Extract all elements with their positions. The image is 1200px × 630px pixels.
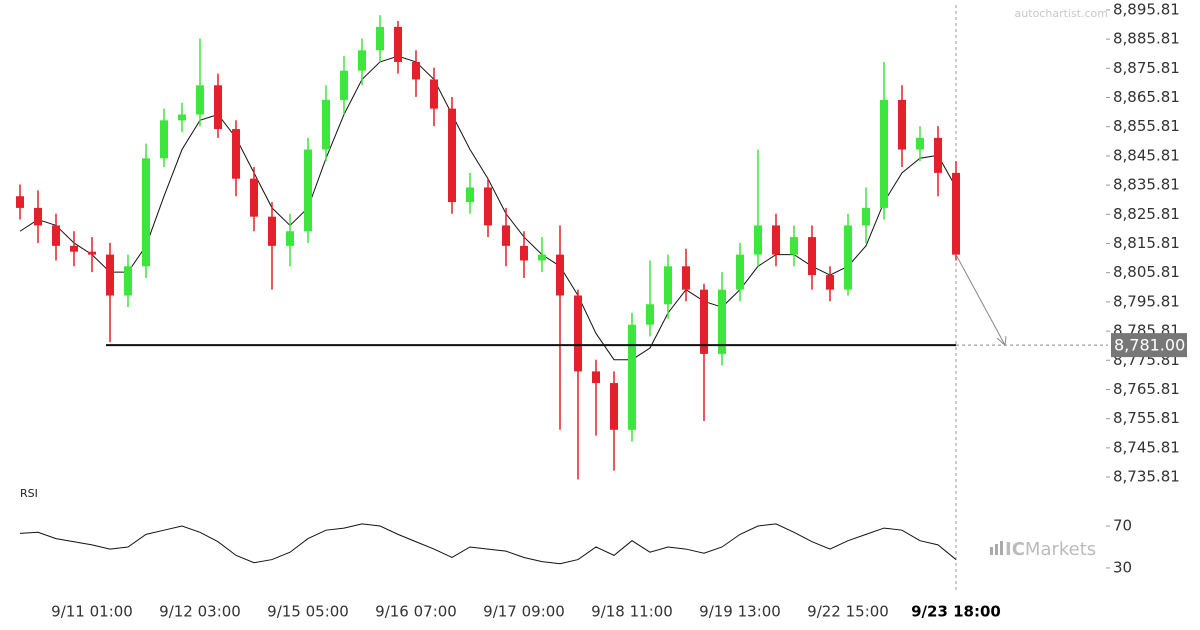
x-tick-label: 9/11 01:00 (51, 603, 133, 621)
x-tick-label: 9/17 09:00 (483, 603, 565, 621)
candle-body (106, 254, 114, 296)
candle-body (772, 225, 780, 255)
projection-arrow (955, 254, 1006, 346)
level-label-box (1111, 333, 1187, 358)
candle-body (142, 158, 150, 267)
candle-body (718, 289, 726, 354)
candle-body (520, 245, 528, 261)
candle-body (538, 254, 546, 261)
candle-body (556, 254, 564, 296)
y-tick-label: 8,895.81 (1113, 0, 1180, 18)
candle-body (160, 120, 168, 159)
candle-body (880, 99, 888, 208)
y-tick-label: 8,875.81 (1113, 59, 1180, 77)
candle-body (250, 178, 258, 217)
y-tick-label: 8,805.81 (1113, 263, 1180, 281)
x-tick-label: 9/16 07:00 (375, 603, 457, 621)
y-tick-label: 8,855.81 (1113, 117, 1180, 135)
candle-body (52, 225, 60, 246)
logo-bar (995, 544, 998, 555)
y-tick-label: 8,745.81 (1113, 438, 1180, 456)
candle-body (610, 383, 618, 430)
candle-body (448, 108, 456, 203)
candle-body (322, 99, 330, 150)
candle-body (214, 85, 222, 130)
watermark: autochartist.com (1015, 7, 1108, 20)
x-tick-label: 9/18 11:00 (591, 603, 673, 621)
candle-body (826, 275, 834, 290)
candle-body (916, 137, 924, 150)
candle-body (790, 237, 798, 255)
candle-body (898, 99, 906, 150)
candle-body (592, 371, 600, 384)
candle-body (862, 207, 870, 226)
logo: ICMarkets (990, 539, 1096, 560)
candle-body (16, 196, 24, 208)
x-tick-label: 9/15 05:00 (267, 603, 349, 621)
candle-body (808, 237, 816, 276)
candle-body (358, 50, 366, 71)
y-tick-label: 8,825.81 (1113, 205, 1180, 223)
candle-body (430, 79, 438, 109)
candle-body (574, 295, 582, 372)
y-tick-label: 8,885.81 (1113, 30, 1180, 48)
candle-body (88, 251, 96, 255)
logo-bar (1000, 541, 1003, 555)
level-label: 8,781.00 (1114, 336, 1185, 355)
candle-body (340, 70, 348, 100)
candle-body (196, 85, 204, 115)
arrow-head (996, 336, 1007, 347)
y-tick-label: 30 (1113, 558, 1132, 576)
candle-body (736, 254, 744, 290)
candle-body (844, 225, 852, 290)
candle-body (502, 225, 510, 246)
candle-body (682, 266, 690, 290)
rsi-title: RSI (20, 487, 38, 500)
candle-body (70, 245, 78, 252)
y-tick-label: 8,765.81 (1113, 380, 1180, 398)
logo-text: ICMarkets (1005, 539, 1096, 560)
candle-body (646, 304, 654, 325)
y-tick-label: 8,865.81 (1113, 88, 1180, 106)
y-tick-label: 8,845.81 (1113, 146, 1180, 164)
candle-body (124, 266, 132, 296)
x-tick-label: 9/12 03:00 (159, 603, 241, 621)
candle-body (952, 172, 960, 255)
candle-body (178, 114, 186, 121)
y-tick-label: 8,755.81 (1113, 409, 1180, 427)
candle-body (268, 216, 276, 246)
candle-body (34, 207, 42, 226)
candle-body (466, 187, 474, 203)
y-tick-label: 70 (1113, 516, 1132, 534)
candle-body (376, 26, 384, 51)
logo-markets: Markets (1025, 539, 1096, 560)
candle-body (412, 61, 420, 80)
candle-body (934, 137, 942, 173)
candle-body (628, 324, 636, 430)
y-tick-label: 8,795.81 (1113, 292, 1180, 310)
x-tick-label: 9/19 13:00 (699, 603, 781, 621)
candle-body (394, 26, 402, 62)
logo-ic: IC (1005, 539, 1025, 560)
y-tick-label: 8,835.81 (1113, 176, 1180, 194)
logo-bar (990, 547, 993, 555)
candle-body (304, 149, 312, 232)
y-tick-label: 8,735.81 (1113, 468, 1180, 486)
y-tick-label: 8,815.81 (1113, 234, 1180, 252)
candle-body (664, 266, 672, 305)
candle-body (700, 289, 708, 354)
rsi-line (19, 523, 957, 565)
x-tick-label: 9/22 15:00 (807, 603, 889, 621)
x-tick-label: 9/23 18:00 (911, 603, 1001, 621)
candle-body (286, 231, 294, 246)
candle-body (484, 187, 492, 226)
candle-body (754, 225, 762, 255)
candle-body (232, 129, 240, 179)
